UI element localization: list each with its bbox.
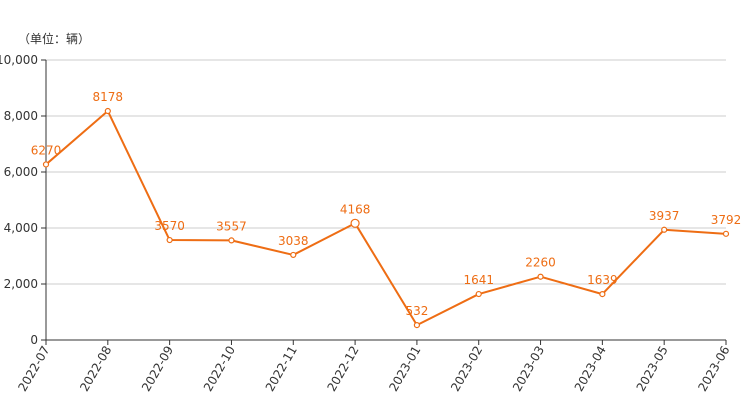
y-tick-label: 6,000 (4, 165, 38, 179)
y-tick-label: 4,000 (4, 221, 38, 235)
series-line (45, 110, 727, 327)
x-tick-label: 2022-11 (263, 344, 300, 394)
y-tick-label: 2,000 (4, 277, 38, 291)
data-point (413, 322, 421, 329)
data-label: 532 (405, 304, 428, 318)
x-tick-label: 2022-08 (77, 344, 114, 394)
x-tick-label: 2022-12 (324, 344, 361, 394)
data-label: 3038 (278, 234, 309, 248)
x-tick-label: 2023-01 (386, 344, 423, 394)
x-tick-label: 2023-03 (510, 344, 547, 394)
data-point (599, 291, 606, 298)
x-tick-label: 2022-07 (15, 344, 52, 394)
data-label: 3792 (711, 213, 742, 227)
data-point (475, 290, 482, 298)
data-label: 6270 (31, 143, 62, 157)
data-label: 3557 (216, 219, 247, 233)
x-tick-label: 2022-10 (201, 344, 238, 394)
data-point (722, 230, 730, 237)
data-label: 2260 (525, 256, 556, 270)
y-tick-label: 0 (30, 333, 38, 347)
data-point (42, 161, 50, 168)
data-label: 4168 (340, 202, 371, 216)
data-point (104, 107, 111, 115)
y-tick-label: 10,000 (0, 53, 38, 67)
y-tick-label: 8,000 (4, 109, 38, 123)
data-label: 3570 (154, 219, 185, 233)
data-label: 1641 (463, 273, 494, 287)
data-label: 3937 (649, 209, 680, 223)
x-tick-label: 2023-05 (634, 344, 671, 394)
data-label: 1639 (587, 273, 618, 287)
x-tick-label: 2023-02 (448, 344, 485, 394)
data-point (228, 237, 235, 244)
unit-label: （单位：辆） (18, 32, 91, 46)
x-tick-label: 2023-04 (572, 344, 609, 394)
x-tick-label: 2023-06 (695, 344, 732, 394)
data-point (290, 251, 297, 259)
x-tick-label: 2022-09 (139, 344, 176, 394)
data-point (166, 236, 173, 244)
data-label: 8178 (93, 90, 124, 104)
data-point (350, 218, 360, 228)
data-point (537, 273, 544, 280)
data-point (661, 226, 668, 233)
